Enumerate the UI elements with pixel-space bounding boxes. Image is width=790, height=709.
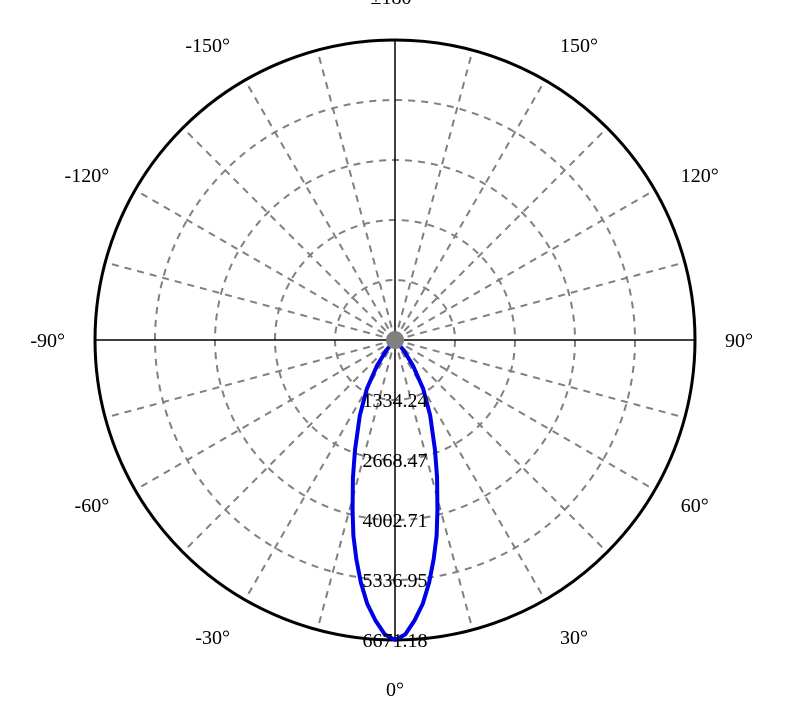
angle-label: 0° [386, 679, 404, 701]
angle-label: 30° [560, 627, 588, 649]
angle-label: -150° [185, 35, 230, 57]
angle-label: 150° [560, 35, 598, 57]
angle-label: 120° [681, 165, 719, 187]
radial-label: 4002.71 [363, 510, 428, 532]
radial-label: 6671.18 [363, 630, 428, 652]
radial-label: 5336.95 [363, 570, 428, 592]
angle-label: -120° [65, 165, 110, 187]
angle-label: ±180° [371, 0, 420, 9]
angle-label: -90° [30, 330, 65, 352]
radial-label: 2668.47 [363, 450, 428, 472]
radial-label: 1334.24 [363, 390, 428, 412]
polar-chart: 0° 30° 60° 90° 120° 150° ±180° -150° -120° -90° -6… [0, 0, 790, 709]
angle-label: -30° [195, 627, 230, 649]
angle-label: 90° [725, 330, 753, 352]
angle-label: -60° [75, 495, 110, 517]
angle-label: 60° [681, 495, 709, 517]
center-dot [386, 331, 404, 349]
